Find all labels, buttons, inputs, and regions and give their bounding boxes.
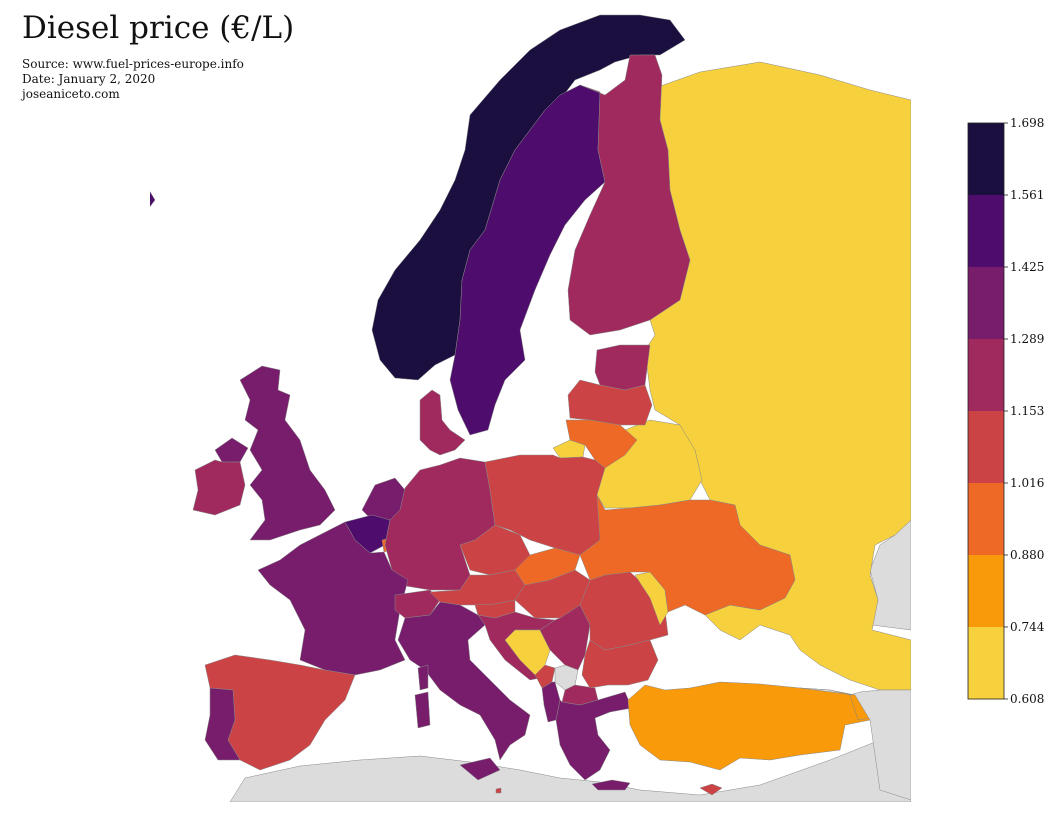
region-bulgaria[interactable] [581,639,659,689]
region-iceland[interactable] [25,162,156,248]
colorbar-tick-label: 0.880 [1010,548,1044,562]
region-serbia[interactable] [539,604,591,671]
region-italy[interactable] [397,601,531,761]
colorbar-tick-label: 1.153 [1010,404,1044,418]
region-turkey[interactable] [627,681,871,771]
page-title: Diesel price (€/L) [22,10,295,46]
region-kazakhstan[interactable] [869,519,911,631]
region-northern-ireland[interactable] [214,437,249,463]
region-portugal[interactable] [204,687,241,761]
colorbar-swatch [968,411,1004,484]
colorbar-tick-label: 1.425 [1010,260,1044,274]
colorbar-swatch [968,195,1004,268]
region-sicily[interactable] [459,757,501,781]
region-germany[interactable] [384,457,496,591]
colorbar-swatch [968,339,1004,412]
date-text: Date: January 2, 2020 [22,72,156,86]
colorbar-tick-label: 1.698 [1010,116,1044,130]
region-montenegro[interactable] [534,664,556,689]
region-france[interactable] [257,521,409,676]
region-crete[interactable] [591,779,631,791]
region-sardinia[interactable] [414,691,431,729]
region-lithuania[interactable] [565,419,638,469]
region-finland[interactable] [567,54,691,336]
region-ukraine[interactable] [579,494,796,616]
region-bosnia[interactable] [504,629,551,676]
region-latvia[interactable] [567,379,653,426]
region-greece[interactable] [555,691,633,781]
region-malta[interactable] [495,787,502,794]
region-ireland[interactable] [192,459,246,516]
region-kaliningrad[interactable] [552,439,586,459]
colorbar-tick-label: 1.561 [1010,188,1044,202]
colorbar-swatch [968,123,1004,196]
region-georgia[interactable] [799,687,911,801]
source-text: Source: www.fuel-prices-europe.info [22,57,244,71]
colorbar-swatch [968,267,1004,340]
colorbar-swatch [968,555,1004,628]
region-cyprus[interactable] [699,783,723,796]
credit-text: joseaniceto.com [22,87,120,101]
colorbar-tick-label: 0.608 [1010,692,1044,706]
region-corsica[interactable] [417,664,429,691]
colorbar-swatch [968,483,1004,556]
colorbar-tick-label: 0.744 [1010,620,1045,634]
colorbar-tick-label: 1.016 [1010,476,1044,490]
region-uk[interactable] [239,365,336,541]
region-denmark[interactable] [419,389,466,456]
colorbar-tick-label: 1.289 [1010,332,1044,346]
colorbar-swatch [968,627,1004,700]
